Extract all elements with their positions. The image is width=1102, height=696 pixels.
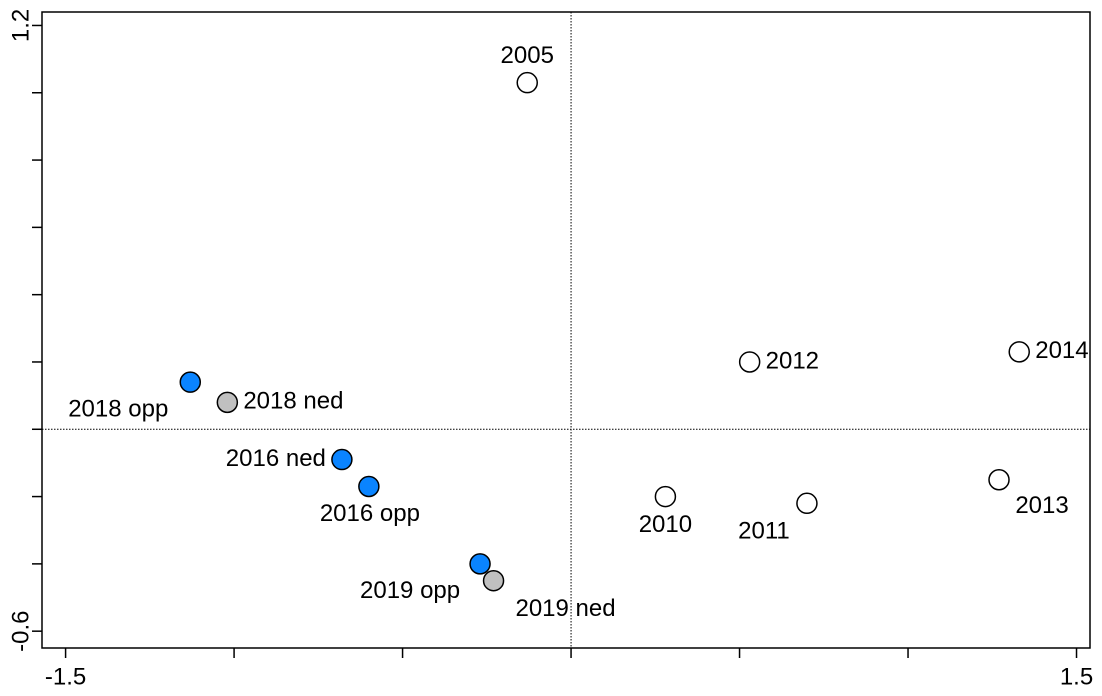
point (738, 351, 761, 373)
point-label: 2019 ned (515, 595, 615, 622)
point-label: 2018 opp (68, 396, 168, 423)
point-label: 2016 ned (226, 445, 326, 472)
point (654, 485, 677, 508)
point-label: 2018 ned (243, 388, 343, 415)
point (179, 371, 202, 393)
x-tick-label: -1.5 (45, 663, 86, 690)
point-label: 2014 (1035, 337, 1088, 364)
point-label: 2012 (766, 347, 819, 374)
point (1008, 341, 1030, 363)
point-label: 2011 (738, 518, 790, 545)
point (331, 448, 353, 471)
y-tick-label: 1.2 (7, 9, 34, 42)
point (796, 492, 818, 515)
point (469, 553, 491, 575)
point (216, 391, 239, 414)
point (482, 569, 505, 592)
point (516, 71, 538, 94)
point-label: 2019 opp (360, 577, 460, 604)
point-label: 2013 (1015, 492, 1068, 519)
point-label: 2010 (639, 511, 692, 538)
plot-frame (41, 11, 1091, 649)
x-tick-label: 1.5 (1060, 663, 1093, 690)
point (988, 468, 1010, 491)
y-tick-label: -0.6 (7, 610, 34, 651)
point-label: 2005 (501, 42, 554, 69)
point-label: 2016 opp (320, 500, 420, 527)
point (358, 475, 380, 498)
